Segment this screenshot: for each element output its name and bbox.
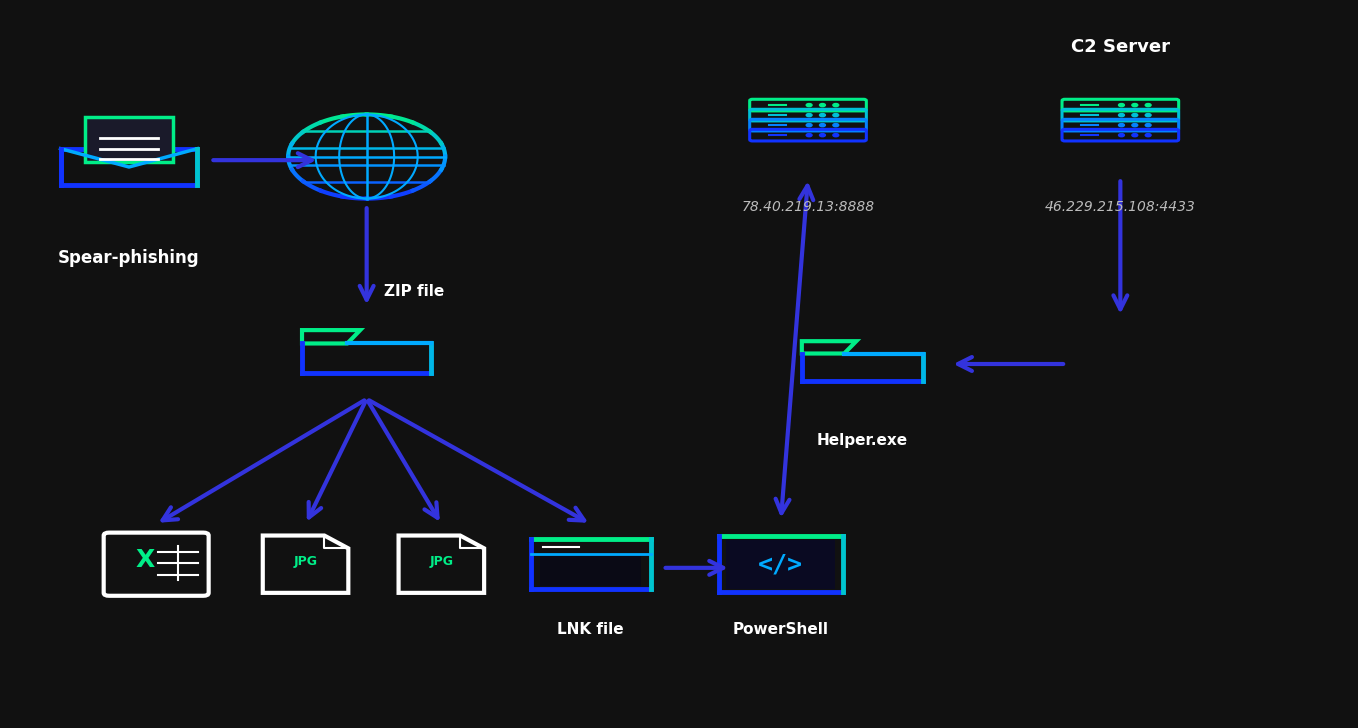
Circle shape	[1119, 103, 1124, 107]
Text: JPG: JPG	[293, 555, 318, 568]
FancyBboxPatch shape	[727, 539, 835, 589]
Circle shape	[832, 124, 839, 127]
Circle shape	[1131, 114, 1138, 116]
Text: JPG: JPG	[429, 555, 454, 568]
Circle shape	[807, 133, 812, 137]
Text: ZIP file: ZIP file	[384, 284, 444, 298]
Circle shape	[819, 103, 826, 107]
Text: 46.229.215.108:4433: 46.229.215.108:4433	[1044, 200, 1196, 215]
Circle shape	[807, 124, 812, 127]
Text: </>: </>	[758, 553, 804, 576]
Circle shape	[1145, 103, 1152, 107]
Circle shape	[1119, 133, 1124, 137]
Text: X: X	[136, 547, 155, 571]
Circle shape	[1131, 103, 1138, 107]
FancyBboxPatch shape	[540, 556, 641, 586]
Circle shape	[832, 103, 839, 107]
Polygon shape	[263, 536, 348, 593]
Circle shape	[807, 103, 812, 107]
Circle shape	[1131, 124, 1138, 127]
Text: Helper.exe: Helper.exe	[816, 433, 909, 448]
Circle shape	[1145, 124, 1152, 127]
Circle shape	[1145, 114, 1152, 116]
Text: PowerShell: PowerShell	[733, 622, 828, 637]
Text: 78.40.219.13:8888: 78.40.219.13:8888	[741, 200, 875, 215]
Circle shape	[807, 114, 812, 116]
Circle shape	[1119, 114, 1124, 116]
Circle shape	[1131, 133, 1138, 137]
Circle shape	[819, 124, 826, 127]
Circle shape	[1119, 124, 1124, 127]
Polygon shape	[399, 536, 485, 593]
Circle shape	[832, 133, 839, 137]
Text: Spear-phishing: Spear-phishing	[58, 250, 200, 267]
Circle shape	[819, 114, 826, 116]
Polygon shape	[86, 117, 172, 162]
Text: C2 Server: C2 Server	[1071, 39, 1169, 56]
Circle shape	[1145, 133, 1152, 137]
Circle shape	[832, 114, 839, 116]
FancyBboxPatch shape	[103, 533, 209, 596]
Circle shape	[819, 133, 826, 137]
Text: LNK file: LNK file	[557, 622, 625, 637]
